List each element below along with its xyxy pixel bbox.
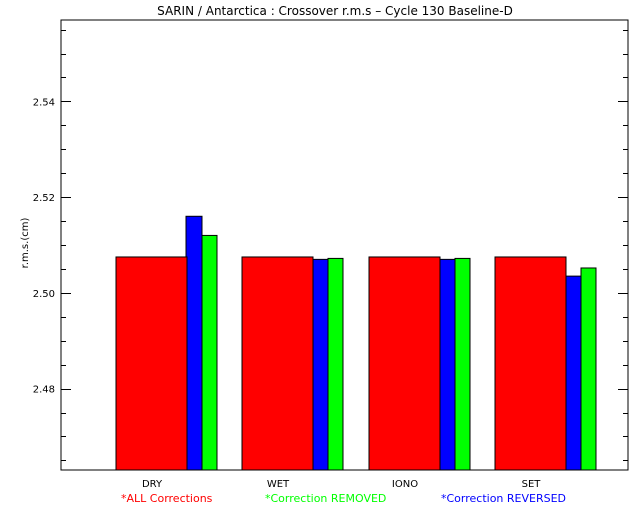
bar-set-series-2 xyxy=(580,267,597,471)
bars xyxy=(115,215,597,471)
bar-dry-series-0 xyxy=(115,256,188,471)
bar-set-series-0 xyxy=(494,256,567,471)
bar-iono-series-1 xyxy=(438,258,456,471)
x-tick-label: WET xyxy=(267,479,290,490)
bar-iono-series-0 xyxy=(368,256,441,471)
legend-item: *ALL Corrections xyxy=(121,492,213,505)
y-tick-label: 2.50 xyxy=(33,289,55,300)
x-tick-label: SET xyxy=(522,479,542,490)
bar-wet-series-1 xyxy=(311,258,329,471)
legend-item: *Correction REMOVED xyxy=(265,492,386,505)
x-tick-label: IONO xyxy=(392,479,418,490)
bar-dry-series-1 xyxy=(185,215,203,471)
y-tick-label: 2.52 xyxy=(33,193,55,204)
legend: *ALL Corrections *Correction REMOVED *Corr… xyxy=(121,492,566,505)
y-axis-label: r.m.s.(cm) xyxy=(20,218,31,269)
bar-wet-series-0 xyxy=(241,256,314,471)
y-tick-label: 2.54 xyxy=(33,97,55,108)
bar-wet-series-2 xyxy=(327,257,344,471)
y-tick-label: 2.48 xyxy=(33,385,55,396)
bar-dry-series-2 xyxy=(201,234,218,471)
bar-set-series-1 xyxy=(564,275,582,471)
axis-ticks: 2.48 2.50 2.52 2.54 DRY WET IONO SET xyxy=(33,30,628,490)
x-tick-label: DRY xyxy=(142,479,163,490)
bar-iono-series-2 xyxy=(454,257,471,471)
legend-item: *Correction REVERSED xyxy=(441,492,566,505)
chart-title: SARIN / Antarctica : Crossover r.m.s – C… xyxy=(157,4,513,18)
